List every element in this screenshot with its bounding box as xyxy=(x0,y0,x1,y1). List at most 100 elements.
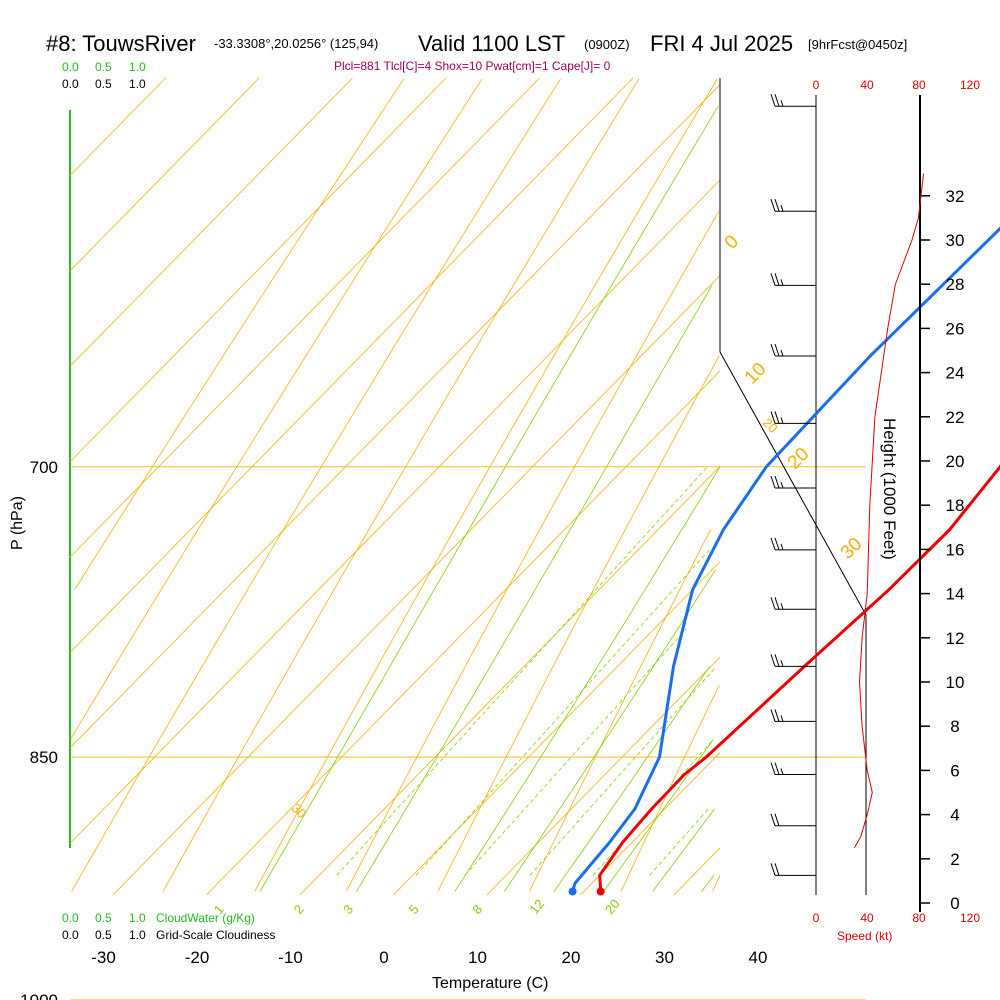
wind-barb-flag xyxy=(770,709,776,722)
wind-barb-flag xyxy=(770,199,776,212)
wind-barb-flag xyxy=(774,762,780,775)
x-axis-label: Temperature (C) xyxy=(432,975,548,992)
x-tick-label: -10 xyxy=(278,948,303,967)
wind-barb-flag xyxy=(774,411,780,424)
cloudiness-tick: 0.0 xyxy=(62,77,79,91)
height-tick-label: 20 xyxy=(946,452,965,471)
wind-barb-half xyxy=(780,417,784,424)
wind-barb-flag xyxy=(774,343,780,357)
cloudwater-tick: 0.5 xyxy=(95,60,112,74)
isotherm-line xyxy=(299,466,721,896)
height-tick-label: 12 xyxy=(946,629,965,648)
dry-adiabat-label: 0 xyxy=(721,231,743,253)
isotherm-line xyxy=(69,77,634,653)
height-tick-label: 30 xyxy=(946,231,965,250)
wind-barb-flag xyxy=(770,863,776,876)
y-axis-label: P (hPa) xyxy=(9,496,26,550)
cloudiness-ticks-bottom: 0.0 0.5 1.0 Grid-Scale Cloudiness xyxy=(62,928,275,942)
height-tick-label: 8 xyxy=(950,717,959,736)
height-axis-label: Height (1000 Feet) xyxy=(880,418,899,560)
valid-time: Valid 1100 LST xyxy=(418,31,565,56)
isotherm-line xyxy=(69,77,260,272)
dry-adiabat-line xyxy=(162,78,640,892)
x-tick-label: 40 xyxy=(749,948,768,967)
wind-barb-half xyxy=(780,768,784,775)
isotherm-line xyxy=(486,656,721,896)
pressure-tick-label: 850 xyxy=(30,748,58,767)
cloudiness-tick: 1.0 xyxy=(129,77,146,91)
wind-barb-flag xyxy=(770,537,776,551)
wind-barb-half xyxy=(780,481,784,489)
isotherm-line xyxy=(69,77,447,463)
height-tick-label: 22 xyxy=(946,408,965,427)
wind-barb-half xyxy=(780,279,784,286)
wind-barb-flag xyxy=(770,762,776,775)
x-tick-label: -20 xyxy=(185,948,210,967)
mixing-ratio-line xyxy=(529,666,717,876)
wind-speed-line xyxy=(853,173,924,849)
wind-barb-flag xyxy=(770,597,776,610)
x-tick-label: 0 xyxy=(379,948,388,967)
mixing-ratio-label: 3 xyxy=(340,902,356,917)
isotherm-line xyxy=(69,84,721,749)
isotherm-line xyxy=(206,370,721,896)
wind-barb-half xyxy=(780,715,784,722)
height-tick-label: 24 xyxy=(946,364,965,383)
wind-barb-flag xyxy=(770,273,776,286)
dry-adiabat-label: 10 xyxy=(741,359,771,389)
cloudwater-ticks-bottom: 0.0 0.5 1.0 CloudWater (g/Kg) xyxy=(62,911,255,925)
height-tick-label: 26 xyxy=(946,319,965,338)
mixing-ratio-label: 5 xyxy=(406,902,422,917)
moist-adiabat-line xyxy=(652,808,715,892)
dry-adiabat-label: 20 xyxy=(784,444,814,474)
dry-adiabat-label: 30 xyxy=(837,534,867,564)
pressure-tick-label: 1000 xyxy=(20,991,58,1000)
cloudiness-tick: 1.0 xyxy=(129,928,146,942)
moist-adiabat-line xyxy=(259,105,719,892)
dry-adiabat-line xyxy=(71,78,561,892)
speed-tick: 80 xyxy=(912,911,926,925)
cloudwater-tick: 0.0 xyxy=(62,911,79,925)
wind-barb-flag xyxy=(770,94,776,107)
wind-barb-half xyxy=(780,603,784,610)
mixing-ratio-label: 20 xyxy=(602,896,623,917)
moist-adiabat-line xyxy=(504,569,716,892)
speed-axis-top: 0 40 80 120 xyxy=(813,78,981,92)
x-tick-label: 10 xyxy=(468,948,487,967)
isotherms: 302010010 xyxy=(69,77,781,896)
cloudwater-legend-label: CloudWater (g/Kg) xyxy=(156,911,255,925)
mixing-ratio-label: 2 xyxy=(291,902,307,917)
height-tick-label: 16 xyxy=(946,540,965,559)
mixing-ratio-label: 8 xyxy=(469,902,485,917)
dry-adiabat-line xyxy=(254,78,718,892)
wind-barb-flag xyxy=(774,813,780,826)
moist-adiabat-line xyxy=(553,666,710,892)
mixing-ratio-line xyxy=(415,549,710,876)
wind-barb-half xyxy=(780,543,784,551)
temperature-line xyxy=(598,464,1000,892)
isotherm-line xyxy=(69,77,540,558)
sounding-series xyxy=(568,226,1000,896)
x-tick-label: -30 xyxy=(91,948,116,967)
height-tick-label: 28 xyxy=(946,275,965,294)
zulu-time: (0900Z) xyxy=(584,37,630,52)
isotherm-line xyxy=(112,275,721,896)
station-coords: -33.3308°,20.0256° (125,94) xyxy=(214,36,378,51)
moist-adiabat-line xyxy=(701,875,715,892)
wind-barb-flag xyxy=(774,273,780,286)
wind-barb-flag xyxy=(774,709,780,722)
cloudiness-tick: 0.5 xyxy=(95,928,112,942)
moist-adiabat-line xyxy=(356,285,713,892)
wind-barb-half xyxy=(780,660,784,667)
wind-barb-flag xyxy=(774,94,780,107)
wind-barb-half xyxy=(780,349,784,357)
cloudwater-tick: 1.0 xyxy=(129,911,146,925)
pressure-tick-label: 700 xyxy=(30,458,58,477)
height-tick-label: 2 xyxy=(950,850,959,869)
height-tick-label: 32 xyxy=(946,187,965,206)
cloudwater-ticks-top: 0.0 0.5 1.0 xyxy=(62,60,146,74)
temperature-surface-point xyxy=(596,887,605,896)
dry-adiabat-line xyxy=(529,529,712,892)
wind-barb-flag xyxy=(774,475,780,489)
